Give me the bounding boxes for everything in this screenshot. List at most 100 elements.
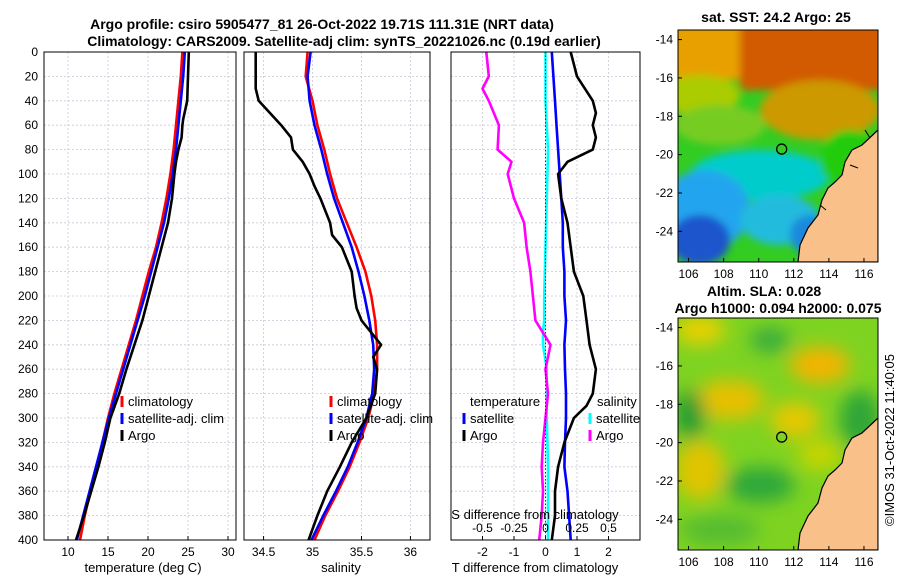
x-tick-label: 30	[221, 545, 235, 559]
salinity-panel: 34.5 35 35.5 36 climatology satellite-adj. cl…	[243, 51, 433, 559]
title-line-1: Argo profile: csiro 5905477_81 26-Oct-20…	[90, 16, 554, 32]
x-tick-label: -1	[509, 545, 520, 559]
credit-text: ©IMOS 31-Oct-2022 11:40:05	[882, 354, 897, 526]
map-lon-label: 112	[784, 555, 803, 569]
y-tick-label: 400	[18, 533, 38, 547]
series-line-climatology	[304, 51, 379, 541]
difference-xlabel: T difference from climatology	[452, 560, 619, 575]
legend-label: satellite-adj. clim	[337, 411, 433, 426]
legend-title-temperature: temperature	[470, 394, 540, 409]
x-tick-label: 34.5	[252, 545, 276, 559]
y-tick-label: 320	[18, 435, 38, 449]
map-lon-label: 114	[819, 555, 838, 569]
difference-panel: -2 -1 0 1 2 -0.5 -0.25 0 0.25 0.5 temperature salin…	[450, 51, 641, 559]
legend-label: Argo	[337, 428, 364, 443]
y-tick-label: 100	[18, 167, 38, 181]
sla-map	[678, 318, 878, 550]
map-lat-label: -14	[656, 321, 674, 335]
y-tick-label: 40	[25, 94, 39, 108]
x-tick-label: 10	[61, 545, 75, 559]
axes-frame	[43, 51, 237, 541]
salinity-xlabel: salinity	[321, 560, 361, 575]
map-lat-label: -16	[656, 71, 674, 85]
y-tick-label: 0	[31, 45, 38, 59]
top-x-tick-label: -0.25	[500, 521, 528, 535]
series-line-argo	[254, 52, 383, 541]
map-lon-label: 110	[749, 267, 768, 281]
y-tick-label: 280	[18, 387, 38, 401]
x-tick-label: 0	[542, 545, 549, 559]
sst-map-ticks: 106 108 110 112 114 116 -14 -16 -18 -20 -22 -24	[656, 33, 874, 281]
map-lon-label: 116	[854, 267, 873, 281]
sst-argo-marker	[776, 143, 788, 155]
temperature-xlabel: temperature (deg C)	[84, 560, 201, 575]
series-line-s-argo	[481, 51, 552, 541]
y-tick-label: 60	[25, 118, 39, 132]
x-tick-label: 20	[141, 545, 155, 559]
y-tick-label: 380	[18, 509, 38, 523]
map-lon-label: 106	[679, 555, 699, 569]
y-tick-label: 120	[18, 191, 38, 205]
series-line-argo	[74, 51, 191, 541]
y-tick-label: 20	[25, 69, 39, 83]
legend-label: Argo	[596, 428, 623, 443]
map-lat-label: -22	[656, 186, 674, 200]
x-tick-label: 36	[404, 545, 418, 559]
y-tick-label: 260	[18, 362, 38, 376]
map-lon-label: 116	[854, 555, 873, 569]
legend-label: satellite-adj. clim	[128, 411, 224, 426]
map-lat-label: -24	[656, 224, 674, 238]
legend-label: Argo	[128, 428, 155, 443]
x-tick-label: 35	[306, 545, 320, 559]
sst-map-title: sat. SST: 24.2 Argo: 25	[701, 9, 851, 25]
map-lon-label: 112	[784, 267, 803, 281]
y-tick-label: 160	[18, 240, 38, 254]
sst-map	[678, 30, 878, 262]
y-tick-label: 200	[18, 289, 38, 303]
series-line-s-satellite	[541, 52, 550, 540]
x-tick-label: 15	[101, 545, 115, 559]
y-tick-label: 240	[18, 338, 38, 352]
temperature-panel: 10 15 20 25 30020406080100120140160180200220…	[18, 45, 237, 559]
map-lat-label: -18	[656, 397, 674, 411]
top-x-tick-label: 0.25	[565, 521, 589, 535]
sla-map-ticks: 106 108 110 112 114 116 -14 -16 -18 -20 -22 -24	[656, 321, 874, 569]
map-lat-label: -20	[656, 148, 674, 162]
map-lat-label: -18	[656, 109, 674, 123]
map-lat-label: -24	[656, 512, 674, 526]
top-x-tick-label: 0	[542, 521, 549, 535]
x-tick-label: 1	[574, 545, 581, 559]
y-tick-label: 140	[18, 216, 38, 230]
x-tick-label: 35.5	[350, 545, 374, 559]
sla-map-title-1: Altim. SLA: 0.028	[707, 283, 822, 299]
y-tick-label: 340	[18, 460, 38, 474]
legend-title-salinity: salinity	[597, 394, 637, 409]
legend-label: climatology	[337, 394, 403, 409]
series-line-satellite-adj-clim	[306, 51, 376, 541]
sla-map-title-2: Argo h1000: 0.094 h2000: 0.075	[674, 300, 881, 316]
legend-label: satellite	[596, 411, 640, 426]
series-line-t-argo	[550, 51, 598, 541]
map-lon-label: 110	[749, 555, 768, 569]
y-tick-label: 80	[25, 143, 39, 157]
legend-label: satellite	[470, 411, 514, 426]
map-lon-label: 114	[819, 267, 838, 281]
map-lon-label: 106	[679, 267, 699, 281]
map-lon-label: 108	[714, 555, 734, 569]
title-line-2: Climatology: CARS2009. Satellite-adj cli…	[87, 33, 601, 49]
legend-label: Argo	[470, 428, 497, 443]
legend-label: climatology	[128, 394, 194, 409]
map-lat-label: -22	[656, 474, 674, 488]
y-tick-label: 180	[18, 265, 38, 279]
map-lat-label: -16	[656, 359, 674, 373]
y-tick-label: 360	[18, 484, 38, 498]
difference-top-xlabel: S difference from climatology	[451, 507, 619, 522]
top-x-tick-label: -0.5	[472, 521, 493, 535]
y-tick-label: 300	[18, 411, 38, 425]
axes-frame	[243, 51, 431, 541]
map-lat-label: -20	[656, 436, 674, 450]
map-lat-label: -14	[656, 33, 674, 47]
x-tick-label: 2	[605, 545, 612, 559]
series-line-satellite-adj-clim	[75, 51, 187, 541]
